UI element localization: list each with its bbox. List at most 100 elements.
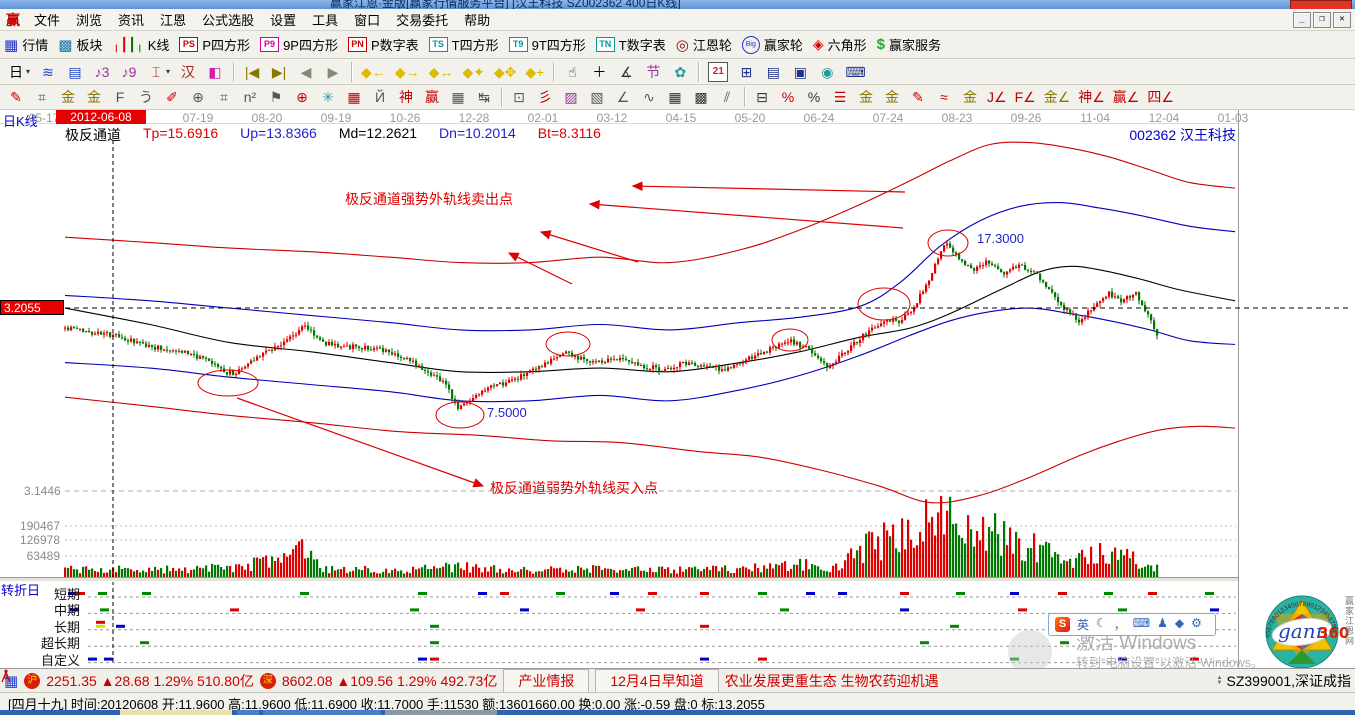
shen-angle-button[interactable]: 神∠ [1075,86,1108,108]
gann-grid-button[interactable]: ⌗ [30,86,54,108]
calendar-button[interactable]: 21 [705,60,731,84]
cycle-row-label-2[interactable]: 长期 [53,619,80,635]
menu-item-9[interactable]: 帮助 [464,13,491,28]
zoom-all-button[interactable]: ◆+ [522,61,547,83]
toolbar-P四方形[interactable]: PS P四方形 [179,35,250,54]
notes-button[interactable]: ▤ [761,61,785,83]
minimize-button[interactable]: _ [1293,12,1311,28]
taskbar-item[interactable] [120,710,232,715]
toolbar-T四方形[interactable]: TS T四方形 [428,35,499,54]
gold-lines-button[interactable]: 金 [880,86,904,108]
last-bar-button[interactable]: ▶| [267,61,291,83]
toolbar-江恩轮[interactable]: ◎ 江恩轮 [676,35,732,54]
candle-style-button[interactable]: ⌶ ▾ [144,61,173,83]
chinese-tool-button[interactable]: 汉 [176,61,200,83]
title-bar[interactable]: 赢家江恩·金版[赢家行情服务平台] [汉王科技 SZ002362 400日K线] [0,0,1355,9]
k-quote-button[interactable]: Й [368,86,392,108]
toolbar-P数字表[interactable]: PN P数字表 [347,35,419,54]
langbar-item-2[interactable]: ， [1113,618,1126,632]
scale-tool-button[interactable]: ⊟ [750,86,774,108]
sogou-icon[interactable]: S [1055,617,1070,632]
angle-line-button[interactable]: ∠ [611,86,635,108]
brain-tool-button[interactable]: ✿ [668,61,692,83]
period-day-button[interactable]: 日 ▾ [4,61,33,83]
menu-item-5[interactable]: 设置 [270,13,297,28]
toolbar-行情[interactable]: ▦ 行情 [4,35,48,54]
gold-circle-button[interactable]: 金 [854,86,878,108]
toolbar-六角形[interactable]: ◈ 六角形 [813,35,867,54]
fan-dense-button[interactable]: ▧ [585,86,609,108]
spiral-button[interactable]: う [134,86,158,108]
scroll-right-button[interactable]: ◆→ [392,61,423,83]
crosshair-red-button[interactable]: ⊕ [290,86,314,108]
win-angle-button[interactable]: 赢∠ [1110,86,1143,108]
menu-item-7[interactable]: 窗口 [354,13,381,28]
festival-tool-button[interactable]: 节 [641,61,665,83]
menu-item-2[interactable]: 资讯 [118,13,145,28]
four-angle-button[interactable]: 四∠ [1144,86,1177,108]
gold-under-button[interactable]: 金 [958,86,982,108]
pane-separator[interactable] [0,577,1238,582]
pencil-2-button[interactable]: ✐ [160,86,184,108]
cycle-row-label-4[interactable]: 自定义 [40,652,80,668]
language-bar[interactable]: S 英 ☾ ， ⌨ ♟ ◆ ⚙ [1048,613,1216,636]
fan-box-button[interactable]: ▨ [559,86,583,108]
gann-fan-button[interactable]: 彡 [533,86,557,108]
toolbar-板块[interactable]: ▩ 板块 [58,35,102,54]
cycle-row-label-1[interactable]: 中期 [53,603,80,619]
shenzhen-index-quote[interactable]: 8602.08 ▲109.56 1.29% 492.73亿 [281,672,498,689]
menu-item-8[interactable]: 交易委托 [396,13,449,28]
parallel-lines-button[interactable]: ⫽ [715,86,739,108]
taskbar-item[interactable] [237,710,259,715]
langbar-item-4[interactable]: ♟ [1157,616,1168,630]
gold-section-button[interactable]: 金 [56,86,80,108]
taskbar-item[interactable] [263,710,381,715]
shanghai-index-quote[interactable]: 2251.35 ▲28.68 1.29% 510.80亿 [46,672,254,689]
menu-item-4[interactable]: 公式选股 [202,13,255,28]
percent-lines-button[interactable]: ☰ [828,86,852,108]
langbar-item-1[interactable]: ☾ [1096,616,1107,630]
spinner-icon[interactable]: ▲ ▼ [1216,674,1223,686]
gann-circle-button[interactable]: ⊕ [186,86,210,108]
wave-red-button[interactable]: ≈ [932,86,956,108]
remote-pc-button[interactable]: ⌨ [842,61,868,83]
dark-grid-button[interactable]: ▦ [663,86,687,108]
shen-tool-button[interactable]: 神 [394,86,418,108]
j-angle-button[interactable]: J∠ [984,86,1010,108]
span-arrow-button[interactable]: ↹ [472,86,496,108]
cycle-row-label-0[interactable]: 短期 [53,587,80,602]
langbar-item-5[interactable]: ◆ [1174,616,1185,630]
info-panel-button[interactable]: ▤ [63,61,87,83]
toolbar-赢家服务[interactable]: $ 赢家服务 [877,35,941,54]
gold-section-2-button[interactable]: 金 [82,86,106,108]
square-of-nine-button[interactable]: n² [238,86,262,108]
hand-tool-button[interactable]: ☝ [560,61,584,83]
prev-bar-button[interactable]: ◀ [294,61,318,83]
crosshair-tool-button[interactable]: ＋ [587,61,611,83]
next-bar-button[interactable]: ▶ [321,61,345,83]
langbar-item-6[interactable]: ⚙ [1191,616,1202,630]
percent-red-button[interactable]: % [776,86,800,108]
zoom-out-button[interactable]: ◆✥ [491,61,520,83]
flag-marker-button[interactable]: ⚑ [264,86,288,108]
box-tool-button[interactable]: ⊡ [507,86,531,108]
toolbar-赢家轮[interactable]: Big 赢家轮 [741,35,803,54]
overlay-button[interactable]: ≋ [36,61,60,83]
langbar-item-3[interactable]: ⌨ [1132,616,1151,630]
menu-item-6[interactable]: 工具 [312,13,339,28]
news-ticker[interactable]: 农业发展更重生态 生物农药迎机遇 [724,672,939,689]
pencil-button[interactable]: ✎ [4,86,28,108]
menu-item-1[interactable]: 浏览 [76,13,103,28]
grid-123-button[interactable]: ▦ [446,86,470,108]
win-tool-button[interactable]: 赢 [420,86,444,108]
scroll-both-button[interactable]: ◆↔ [426,61,457,83]
bar-chart-button[interactable]: ◧ [203,61,227,83]
news-headline-cell[interactable]: 12月4日早知道 [595,668,719,693]
wave-3-button[interactable]: ♪3 [90,61,114,83]
menu-item-0[interactable]: 文件 [34,13,61,28]
web-sync-button[interactable]: ◉ [815,61,839,83]
fibonacci-button[interactable]: F [108,86,132,108]
matrix-red-button[interactable]: ▦ [342,86,366,108]
toolbar-9T四方形[interactable]: T9 9T四方形 [508,35,586,54]
f-angle-button[interactable]: F∠ [1012,86,1039,108]
